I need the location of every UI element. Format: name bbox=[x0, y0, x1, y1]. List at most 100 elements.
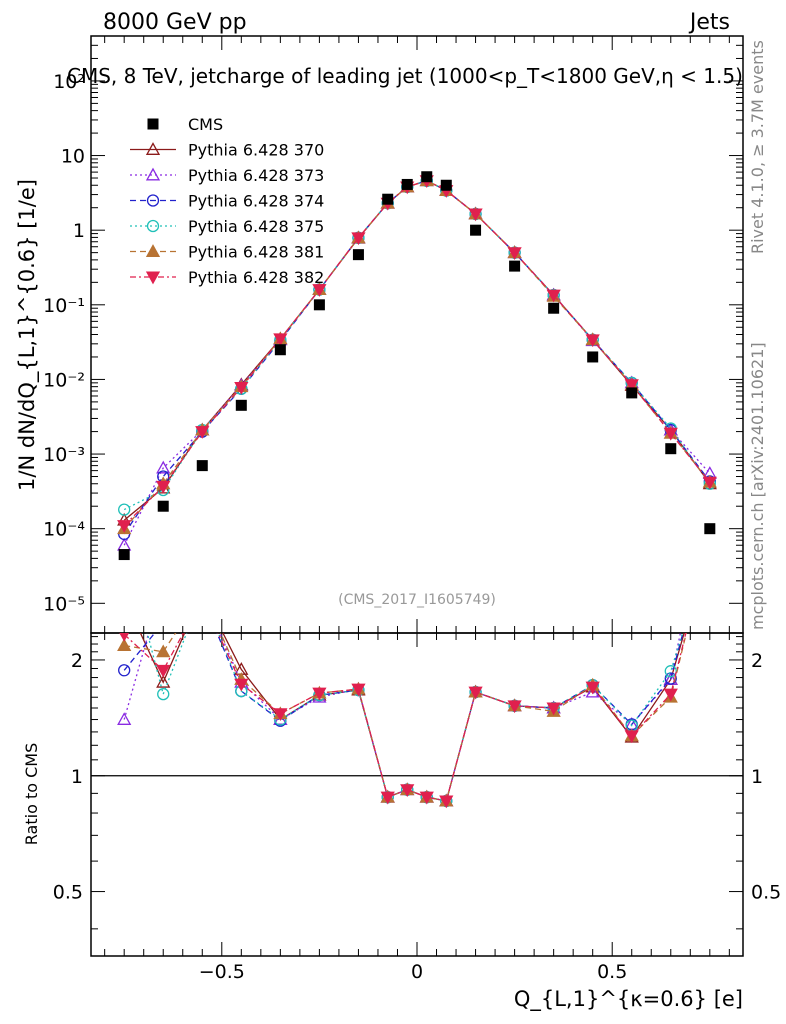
main-axes: 10⁻⁵ 10⁻⁴ 10⁻³ 10⁻² 10⁻¹ 1 10 10² bbox=[43, 35, 743, 633]
series-point-2 bbox=[156, 460, 171, 474]
legend-marker bbox=[145, 244, 161, 257]
legend-label: Pythia 6.428 374 bbox=[188, 192, 324, 211]
cms-data-point bbox=[401, 178, 413, 190]
ratio-line-4 bbox=[146, 633, 684, 802]
ratio-point-6 bbox=[400, 784, 415, 798]
ratio-point-6 bbox=[312, 687, 327, 701]
ratio-point-6 bbox=[663, 688, 678, 702]
legend-marker bbox=[146, 219, 160, 233]
ratio-point-4 bbox=[664, 665, 677, 678]
cms-data-point bbox=[274, 344, 286, 356]
cms-data-point bbox=[382, 193, 394, 205]
side-text-bottom: mcplots.cern.ch [arXiv:2401.10621] bbox=[748, 342, 767, 630]
cms-data-point bbox=[704, 523, 716, 535]
cms-data-point bbox=[548, 302, 560, 314]
side-text-top: Rivet 4.1.0, ≥ 3.7M events bbox=[748, 40, 767, 254]
cms-data-point bbox=[470, 224, 482, 236]
ratio-point-6 bbox=[439, 795, 454, 809]
ratio-point-6 bbox=[468, 686, 483, 700]
cms-data-point bbox=[665, 443, 677, 455]
cms-data-point bbox=[440, 179, 452, 191]
cms-data-point bbox=[352, 249, 364, 261]
ratio-point-2 bbox=[117, 712, 132, 725]
ratio-line-3 bbox=[123, 633, 684, 802]
series-point-6 bbox=[195, 426, 210, 439]
cms-data-point bbox=[313, 299, 325, 311]
legend-label: Pythia 6.428 370 bbox=[188, 141, 324, 160]
cms-data-point bbox=[626, 387, 638, 399]
header-right: Jets bbox=[688, 10, 730, 35]
ratio-line-5 bbox=[124, 633, 688, 802]
series-point-6 bbox=[273, 333, 288, 347]
legend-label: CMS bbox=[188, 115, 223, 134]
series-line-6 bbox=[123, 180, 711, 527]
series-point-6 bbox=[663, 427, 678, 441]
series-point-6 bbox=[117, 520, 132, 533]
ratio-line-2 bbox=[123, 633, 682, 802]
legend: CMS Pythia 6.428 370 Pythia 6.428 373 Pythi… bbox=[130, 115, 324, 287]
series-point-6 bbox=[585, 334, 600, 348]
legend-marker bbox=[145, 271, 161, 285]
ratio-point-2 bbox=[585, 684, 600, 698]
cms-data-point bbox=[587, 351, 599, 363]
ratio-series bbox=[117, 633, 688, 809]
ratio-point-6 bbox=[419, 791, 434, 805]
main-y-axis-label: 1/N dN/dQ_{L,1}^{0.6} [1/e] bbox=[15, 179, 40, 491]
ratio-point-6 bbox=[273, 708, 288, 722]
cms-data-point bbox=[421, 171, 433, 183]
ratio-point-6 bbox=[585, 681, 600, 695]
legend-label: Pythia 6.428 373 bbox=[188, 166, 324, 185]
ratio-y-tick-label: 0.5 bbox=[53, 882, 83, 904]
ratio-y-tick-label-right: 2 bbox=[751, 650, 763, 672]
y-tick-label: 10⁻² bbox=[43, 369, 85, 391]
legend-label: Pythia 6.428 375 bbox=[188, 217, 324, 236]
main-series bbox=[117, 171, 717, 561]
cms-data-point bbox=[196, 460, 208, 472]
legend-label: Pythia 6.428 382 bbox=[188, 268, 324, 287]
header-left: 8000 GeV pp bbox=[103, 10, 247, 35]
x-tick-label: 0 bbox=[411, 961, 423, 983]
cms-data-point bbox=[235, 399, 247, 411]
y-tick-label: 1 bbox=[73, 220, 85, 242]
ratio-y-axis-label: Ratio to CMS bbox=[22, 743, 41, 845]
series-point-4 bbox=[118, 503, 131, 516]
chart-title: CMS, 8 TeV, jetcharge of leading jet (10… bbox=[67, 64, 743, 88]
series-point-6 bbox=[351, 232, 366, 246]
ratio-y-tick-label-right: 1 bbox=[751, 766, 763, 788]
series-point-6 bbox=[234, 382, 249, 395]
ratio-axes: −0.5 0 0.5 0.5 0.5 1 1 2 2 bbox=[53, 633, 781, 983]
ratio-point-5 bbox=[156, 644, 171, 658]
series-point-6 bbox=[702, 476, 717, 490]
ratio-point-6 bbox=[624, 730, 639, 744]
ratio-line-6 bbox=[123, 633, 687, 802]
series-point-6 bbox=[624, 379, 639, 393]
ratio-point-6 bbox=[546, 702, 561, 716]
ratio-line-1 bbox=[139, 633, 685, 802]
y-tick-label: 10⁻¹ bbox=[43, 295, 85, 317]
series-point-6 bbox=[546, 289, 561, 303]
ratio-panel-frame bbox=[90, 632, 744, 957]
ratio-point-4 bbox=[157, 687, 170, 701]
ratio-point-6 bbox=[351, 683, 366, 697]
y-tick-label: 10 bbox=[61, 146, 85, 168]
series-point-6 bbox=[312, 284, 327, 297]
ratio-point-5 bbox=[117, 638, 132, 651]
series-point-6 bbox=[156, 480, 171, 494]
x-axis-label: Q_{L,1}^{κ=0.6} [e] bbox=[514, 987, 743, 1012]
y-tick-label: 10² bbox=[53, 71, 85, 93]
legend-marker bbox=[146, 194, 160, 207]
x-tick-label: −0.5 bbox=[199, 961, 245, 983]
ratio-y-tick-label-right: 0.5 bbox=[751, 882, 781, 904]
ratio-clipped-group bbox=[117, 633, 688, 809]
ratio-point-3 bbox=[118, 664, 131, 677]
ratio-point-6 bbox=[380, 791, 395, 805]
ratio-point-6 bbox=[507, 700, 522, 714]
legend-marker-cms bbox=[147, 118, 159, 130]
legend-label: Pythia 6.428 381 bbox=[188, 243, 324, 262]
ratio-point-3 bbox=[664, 672, 677, 685]
x-tick-label: 0.5 bbox=[597, 961, 627, 983]
cms-data-point bbox=[509, 260, 521, 272]
ratio-y-tick-label: 1 bbox=[71, 766, 83, 788]
y-tick-label: 10⁻⁴ bbox=[43, 519, 85, 541]
